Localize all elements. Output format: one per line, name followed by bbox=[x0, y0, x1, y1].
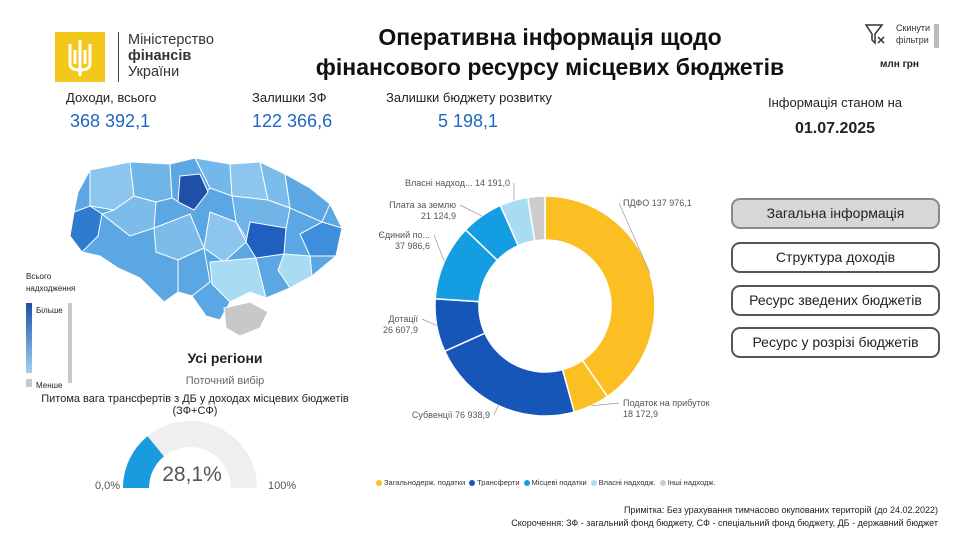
units-label: млн грн bbox=[880, 59, 919, 70]
map-region[interactable] bbox=[299, 221, 343, 257]
map-legend-title-1: Всього bbox=[26, 272, 52, 281]
donut-slice-label: Єдиний по... bbox=[378, 230, 430, 240]
map-legend-grey bbox=[26, 379, 32, 387]
kpi-gf-balance-value: 122 366,6 bbox=[252, 111, 333, 131]
gauge-max-label: 100% bbox=[268, 480, 297, 492]
donut-leader-line bbox=[421, 318, 437, 326]
gauge-title-line-2: (ЗФ+СФ) bbox=[172, 405, 218, 417]
donut-legend: Загальнодерж. податки Трансферти Місцеві п… bbox=[372, 478, 716, 487]
legend-swatch bbox=[659, 480, 666, 487]
map-region-crimea[interactable] bbox=[223, 301, 269, 337]
gauge-title-line-1: Питома вага трансфертів з ДБ у доходах м… bbox=[41, 393, 349, 405]
gauge-value: 28,1% bbox=[162, 463, 222, 486]
donut-leader-line bbox=[493, 405, 499, 416]
donut-slice-value: 21 124,9 bbox=[421, 211, 456, 221]
legend-entry[interactable]: Власні надходж. bbox=[598, 478, 656, 487]
asof-date: 01.07.2025 bbox=[794, 120, 876, 137]
reset-scroll-bar bbox=[934, 24, 939, 48]
logo-line-3: України bbox=[128, 64, 180, 80]
map-region-odesa[interactable] bbox=[177, 247, 211, 297]
title-line-2: фінансового ресурсу місцевих бюджетів bbox=[315, 54, 785, 80]
region-title: Усі регіони bbox=[187, 350, 263, 366]
donut-leader-line bbox=[591, 402, 620, 407]
donut-slice[interactable] bbox=[544, 195, 656, 398]
map-legend-high: Більше bbox=[36, 306, 63, 315]
reset-label-line-2: фільтри bbox=[896, 35, 929, 45]
region-subtitle: Поточний вибір bbox=[185, 375, 265, 387]
kpi-dev-balance-label: Залишки бюджету розвитку bbox=[386, 90, 552, 105]
map-region-kyiv[interactable] bbox=[177, 173, 209, 211]
map-region[interactable] bbox=[277, 253, 313, 289]
donut-slice-value: 18 172,9 bbox=[623, 409, 658, 419]
footnote-abbreviations: Скорочення: ЗФ - загальний фонд бюджету,… bbox=[511, 518, 938, 528]
kpi-income-value: 368 392,1 bbox=[70, 111, 151, 131]
kpi-dev-balance-value: 5 198,1 bbox=[438, 111, 499, 131]
legend-swatch bbox=[469, 480, 476, 487]
donut-leader-line bbox=[433, 234, 445, 262]
page-title: Оперативна інформація щодо фінансового р… bbox=[300, 22, 800, 82]
legend-entry[interactable]: Трансферти bbox=[477, 478, 520, 487]
kpi-gf-balance-label: Залишки ЗФ bbox=[252, 90, 327, 105]
donut-leader-line bbox=[618, 202, 651, 274]
asof-label: Інформація станом на bbox=[767, 95, 902, 110]
filter-clear-icon bbox=[864, 24, 885, 45]
reset-filters-button[interactable]: Скинути фільтри bbox=[860, 22, 940, 50]
footnote-remark: Примітка: Без урахування тимчасово окупо… bbox=[623, 505, 938, 515]
donut-slice[interactable] bbox=[527, 195, 546, 242]
donut-slice-label: Власні надход... 14 191,0 bbox=[405, 178, 510, 188]
reset-filters-label: Скинути фільтри bbox=[896, 22, 930, 46]
trident-icon bbox=[68, 40, 92, 76]
gauge-fill bbox=[123, 436, 165, 489]
nav-income-structure-button[interactable]: Структура доходів bbox=[731, 242, 940, 273]
donut-slice-label: Дотації bbox=[388, 314, 418, 324]
map-legend-title-2: надходження bbox=[26, 284, 76, 293]
legend-swatch bbox=[523, 480, 530, 487]
donut-slice[interactable] bbox=[443, 332, 576, 417]
gauge-title: Питома вага трансфертів з ДБ у доходах м… bbox=[30, 393, 360, 417]
gauge-min-label: 0,0% bbox=[95, 480, 121, 492]
map-legend-low: Менше bbox=[36, 381, 63, 390]
donut-slice-label: Податок на прибуток bbox=[623, 398, 710, 408]
donut-slice-label: Плата за землю bbox=[389, 200, 456, 210]
logo-line-1: Міністерство bbox=[128, 32, 214, 48]
title-line-1: Оперативна інформація щодо bbox=[378, 24, 722, 50]
kpi-income-label: Доходи, всього bbox=[66, 90, 157, 105]
map-region[interactable] bbox=[209, 257, 267, 303]
legend-entry[interactable]: Місцеві податки bbox=[531, 478, 587, 487]
map-region-dnipro[interactable] bbox=[245, 221, 287, 259]
map-region[interactable] bbox=[203, 211, 247, 263]
legend-swatch bbox=[376, 480, 382, 487]
map-region[interactable] bbox=[69, 205, 103, 253]
legend-swatch bbox=[590, 480, 597, 487]
logo-text: Міністерство фінансів України bbox=[128, 32, 214, 80]
map-legend-scrollbar[interactable] bbox=[68, 303, 72, 383]
donut-slice-value: 26 607,9 bbox=[383, 325, 418, 335]
reset-label-line-1: Скинути bbox=[896, 23, 931, 33]
logo-divider bbox=[118, 32, 119, 82]
transfer-share-gauge bbox=[123, 421, 257, 489]
legend-entry[interactable]: Загальнодерж. податки bbox=[384, 478, 466, 487]
ukraine-map[interactable] bbox=[60, 152, 350, 342]
donut-slice-label: ПДФО 137 976,1 bbox=[623, 198, 692, 208]
donut-leader-line bbox=[459, 204, 482, 217]
nav-general-info-button[interactable]: Загальна інформація bbox=[731, 198, 940, 229]
map-region[interactable] bbox=[284, 173, 331, 223]
ministry-logo bbox=[55, 32, 105, 82]
donut-slice-label: Субвенції 76 938,9 bbox=[412, 410, 490, 420]
donut-slice-value: 37 986,6 bbox=[395, 241, 430, 251]
map-region[interactable] bbox=[129, 161, 173, 203]
nav-by-budget-button[interactable]: Ресурс у розрізі бюджетів bbox=[731, 327, 940, 358]
nav-consolidated-budgets-button[interactable]: Ресурс зведених бюджетів bbox=[731, 285, 940, 316]
logo-line-2: фінансів bbox=[128, 48, 192, 64]
legend-entry[interactable]: Інші надходж. bbox=[667, 478, 716, 487]
map-legend-gradient bbox=[26, 303, 32, 373]
